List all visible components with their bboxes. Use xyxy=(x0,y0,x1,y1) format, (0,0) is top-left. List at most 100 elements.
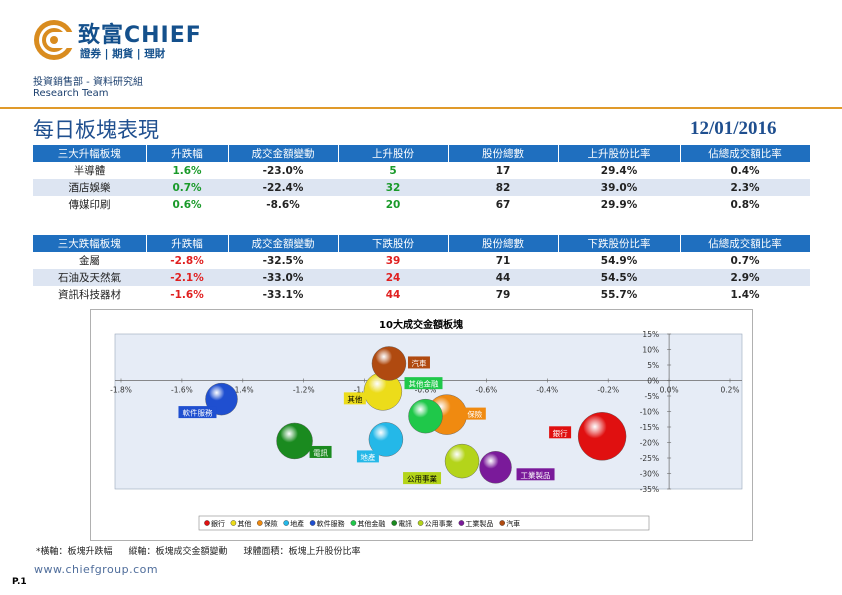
x-tick-label: -0.4% xyxy=(536,386,558,395)
bubble-公用事業 xyxy=(444,443,480,479)
legend-marker xyxy=(204,520,210,526)
x-tick-label: -1.8% xyxy=(110,386,132,395)
legend-marker xyxy=(350,520,357,526)
turnover-change-cell: -32.5% xyxy=(262,254,304,267)
x-tick-label: -0.2% xyxy=(597,386,619,395)
header-divider xyxy=(0,107,842,109)
column-header: 佔總成交額比率 xyxy=(680,235,811,252)
column-header: 股份總數 xyxy=(448,235,559,252)
y-tick-label: -10% xyxy=(640,408,659,417)
bubble-chart-svg: 10大成交金額板塊 -1.8%-1.6%-1.4%-1.2%-1.0%-0.8%… xyxy=(110,318,743,531)
turnover-share-cell: 2.9% xyxy=(680,269,810,286)
x-tick-label: -1.4% xyxy=(232,386,254,395)
y-tick-label: 0% xyxy=(647,377,659,386)
footnote-x-axis: 橫軸：板塊升跌幅 xyxy=(40,547,113,557)
bubble-地產 xyxy=(368,422,404,457)
turnover-share-cell: 0.8% xyxy=(730,198,760,211)
total-count-cell: 67 xyxy=(495,198,511,211)
column-header: 升跌幅 xyxy=(146,145,229,162)
y-tick-label: -25% xyxy=(640,454,659,463)
bubble-label: 軟件服務 xyxy=(182,408,212,418)
rising-ratio-cell: 29.9% xyxy=(600,198,638,211)
table-header-row: 三大升幅板塊 升跌幅 成交金額變動 上升股份 股份總數 上升股份比率 佔總成交額… xyxy=(33,145,811,162)
column-header: 佔總成交額比率 xyxy=(680,145,811,162)
page-title: 每日板塊表現 xyxy=(33,118,159,142)
legend-marker xyxy=(499,520,506,526)
y-tick-label: -5% xyxy=(644,392,659,401)
top-gainers-table: 三大升幅板塊 升跌幅 成交金額變動 上升股份 股份總數 上升股份比率 佔總成交額… xyxy=(33,145,811,213)
x-tick-label: 0.0% xyxy=(660,386,679,395)
y-tick-label: -20% xyxy=(640,439,659,448)
legend-marker xyxy=(391,520,398,526)
turnover-share-cell: 2.3% xyxy=(680,179,810,196)
change-cell: 0.6% xyxy=(172,198,202,211)
brand-name: 致富CHIEF xyxy=(78,23,202,48)
legend-marker xyxy=(256,520,263,526)
column-header: 三大跌幅板塊 xyxy=(33,235,147,252)
sector-name: 金屬 xyxy=(79,255,100,267)
bubble-label: 其他 xyxy=(347,394,362,404)
bubble-label-bg xyxy=(178,406,217,419)
rising-count-cell: 5 xyxy=(389,164,397,177)
column-header: 升跌幅 xyxy=(146,235,229,252)
bubble-電訊 xyxy=(276,422,313,460)
falling-ratio-cell: 55.7% xyxy=(600,288,638,301)
turnover-change-cell: -33.0% xyxy=(228,269,338,286)
column-header: 下跌股份比率 xyxy=(558,235,681,252)
column-header: 下跌股份 xyxy=(338,235,449,252)
bubble-汽車 xyxy=(371,346,407,381)
footnote-y-axis: 縱軸：板塊成交金額變動 xyxy=(128,547,228,557)
legend-label: 地產 xyxy=(290,519,304,528)
legend-label: 保險 xyxy=(264,519,278,528)
x-tick-label: -1.2% xyxy=(293,386,315,395)
change-cell: 1.6% xyxy=(172,164,202,177)
rising-ratio-cell: 29.4% xyxy=(600,164,638,177)
y-tick-label: -15% xyxy=(640,423,659,432)
legend-label: 銀行 xyxy=(211,519,225,528)
turnover-change-cell: -23.0% xyxy=(262,164,304,177)
bubble-label-bg xyxy=(356,450,379,463)
chart-legend xyxy=(198,515,650,531)
sector-name: 酒店娛樂 xyxy=(33,179,146,196)
legend-label: 軟件服務 xyxy=(317,519,345,528)
legend-marker xyxy=(230,520,237,526)
sector-name: 半導體 xyxy=(73,165,106,177)
y-tick-label: -30% xyxy=(640,470,659,479)
legend-marker xyxy=(283,520,289,526)
chart-title: 10大成交金額板塊 xyxy=(379,318,463,331)
legend-label: 其他金融 xyxy=(357,519,385,528)
bubble-label: 其他金融 xyxy=(409,379,439,389)
table-row: 酒店娛樂 0.7% -22.4% 32 82 39.0% 2.3% xyxy=(33,179,810,196)
x-tick-label: -1.6% xyxy=(171,386,193,395)
column-header: 上升股份比率 xyxy=(558,145,681,162)
bubble-label: 保險 xyxy=(467,409,482,419)
column-header: 三大升幅板塊 xyxy=(33,145,147,162)
y-tick-label: 15% xyxy=(642,330,659,339)
sector-name: 傳媒印刷 xyxy=(68,199,111,211)
turnover-share-cell: 0.7% xyxy=(730,254,760,267)
website-link[interactable]: www.chiefgroup.com xyxy=(34,563,159,576)
bubble-label-bg xyxy=(549,426,572,439)
department-label: 投資銷售部 - 資料研究組 xyxy=(33,77,143,88)
bubble-label: 公用事業 xyxy=(407,474,437,484)
turnover-change-cell: -8.6% xyxy=(266,198,300,211)
brand-tagline: 證券 | 期貨 | 理財 xyxy=(80,48,166,60)
column-header: 上升股份 xyxy=(338,145,449,162)
table-row: 傳媒印刷 0.6% -8.6% 20 67 29.9% 0.8% xyxy=(33,196,810,213)
rising-ratio-cell: 39.0% xyxy=(558,179,680,196)
bubble-label-bg xyxy=(343,392,366,405)
sector-name: 石油及天然氣 xyxy=(33,269,146,286)
bubble-label-bg xyxy=(407,356,430,369)
table-row: 資訊科技器材 -1.6% -33.1% 44 79 55.7% 1.4% xyxy=(33,286,810,303)
turnover-share-cell: 0.4% xyxy=(730,164,760,177)
legend-label: 工業製品 xyxy=(465,519,493,528)
legend-marker xyxy=(417,520,424,526)
bubble-銀行 xyxy=(577,412,627,461)
legend-label: 汽車 xyxy=(506,519,520,528)
total-count-cell: 71 xyxy=(495,254,511,267)
legend-label: 公用事業 xyxy=(425,519,453,528)
table-header-row: 三大跌幅板塊 升跌幅 成交金額變動 下跌股份 股份總數 下跌股份比率 佔總成交額… xyxy=(33,235,811,252)
bubble-label: 銀行 xyxy=(553,428,568,438)
bubble-label-bg xyxy=(463,407,486,420)
falling-ratio-cell: 54.5% xyxy=(558,269,680,286)
